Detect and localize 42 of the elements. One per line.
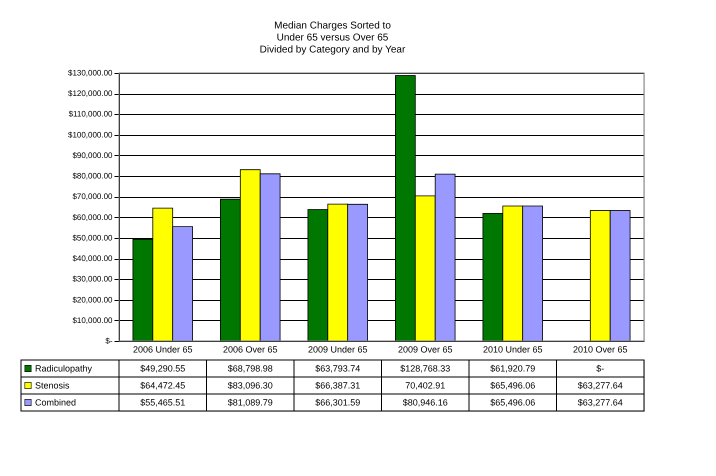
data-label: $68,798.98 <box>228 364 273 374</box>
y-tick-label: $130,000.00 <box>68 68 114 78</box>
data-label: $83,096.30 <box>228 380 273 390</box>
data-label: 70,402.91 <box>405 380 446 390</box>
data-label: $63,277.64 <box>578 380 623 390</box>
legend-label: Combined <box>35 398 76 408</box>
legend-label: Radiculopathy <box>35 364 93 374</box>
text: $- <box>596 364 604 374</box>
x-tick-label: 2009 Under 65 <box>308 344 368 354</box>
data-label: $65,496.06 <box>490 380 536 390</box>
y-tick-label: $60,000.00 <box>72 212 114 222</box>
x-tick-label: 2006 Over 65 <box>222 344 278 354</box>
data-label: $63,277.64 <box>578 398 623 408</box>
x-tick-label: 2009 Over 65 <box>398 344 453 354</box>
x-tick-label: 2006 Under 65 <box>132 344 193 354</box>
data-label: $66,301.59 <box>315 398 360 408</box>
y-tick-label: $120,000.00 <box>68 89 114 98</box>
data-label: $65,496.06 <box>490 398 536 408</box>
y-tick-label: $70,000.00 <box>72 192 114 202</box>
y-tick-label: $80,000.00 <box>72 172 114 181</box>
y-tick-label: $90,000.00 <box>72 150 114 160</box>
y-tick-label: $110,000.00 <box>68 110 114 119</box>
y-tick-label: $30,000.00 <box>72 274 114 284</box>
y-tick-label: $50,000.00 <box>72 233 114 242</box>
y-tick-label: $10,000.00 <box>72 316 114 325</box>
legend-label: Stenosis <box>35 380 70 390</box>
x-tick-label: 2010 Under 65 <box>482 344 543 354</box>
y-tick-label: $100,000.00 <box>68 130 114 140</box>
data-label: $64,472.45 <box>140 380 186 390</box>
data-label: $66,387.31 <box>315 380 360 390</box>
data-label: $55,465.51 <box>140 398 186 408</box>
data-label: $61,920.79 <box>490 364 536 374</box>
data-label: $49,290.55 <box>140 364 186 374</box>
y-tick-label: $- <box>105 336 113 346</box>
y-tick-label: $40,000.00 <box>72 254 114 264</box>
data-label: $80,946.16 <box>402 398 448 408</box>
chart-title: Median Charges Sorted to Under 65 versus Over 65 Divided by Category and by Year <box>260 20 406 56</box>
y-tick-label: $20,000.00 <box>72 295 114 304</box>
data-label: $128,768.33 <box>400 364 450 374</box>
x-tick-label: 2010 Over 65 <box>572 344 628 354</box>
data-label: $81,089.79 <box>228 398 273 408</box>
data-label: $63,793.74 <box>315 364 360 374</box>
